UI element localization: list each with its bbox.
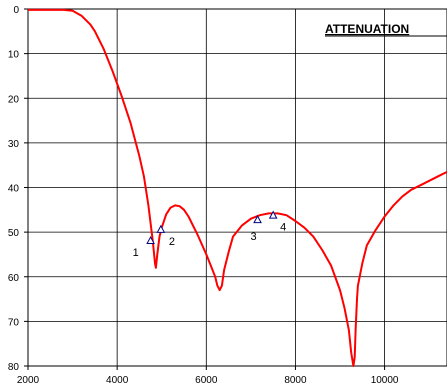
attenuation-series-line xyxy=(28,8,447,367)
x-tick-label: 2000 xyxy=(17,375,40,386)
marker-3-triangle xyxy=(253,215,262,224)
marker-4-triangle xyxy=(268,210,278,219)
y-tick-label: 50 xyxy=(8,228,20,239)
marker-1-label: 1 xyxy=(133,247,139,259)
marker-2-label: 2 xyxy=(169,236,175,248)
y-tick-label: 40 xyxy=(8,184,20,195)
marker-1-triangle xyxy=(146,235,155,245)
marker-4-label: 4 xyxy=(280,222,286,234)
y-tick-label: 60 xyxy=(8,273,20,284)
x-tick-label: 6000 xyxy=(195,375,218,386)
marker-3-label: 3 xyxy=(251,231,257,243)
axes: 0 10 20 30 40 50 60 70 80 2000 4000 6000 8000 10000 1 2… xyxy=(8,5,399,386)
chart-title: ATTENUATION xyxy=(325,22,409,36)
y-tick-label: 20 xyxy=(8,94,20,105)
x-tick-label: 8000 xyxy=(284,375,307,386)
x-tick-label: 4000 xyxy=(106,375,129,386)
x-tick-label: 10000 xyxy=(371,375,399,386)
grid-lines xyxy=(28,9,447,366)
y-tick-label: 70 xyxy=(8,317,20,328)
y-tick-label: 10 xyxy=(8,50,20,61)
series-layer xyxy=(28,8,447,367)
marker-layer: 1 2 3 4 xyxy=(133,210,286,259)
marker-2-triangle xyxy=(156,224,166,233)
y-tick-label: 30 xyxy=(8,139,20,150)
y-tick-label: 80 xyxy=(8,362,20,373)
y-tick-label: 0 xyxy=(13,5,19,16)
